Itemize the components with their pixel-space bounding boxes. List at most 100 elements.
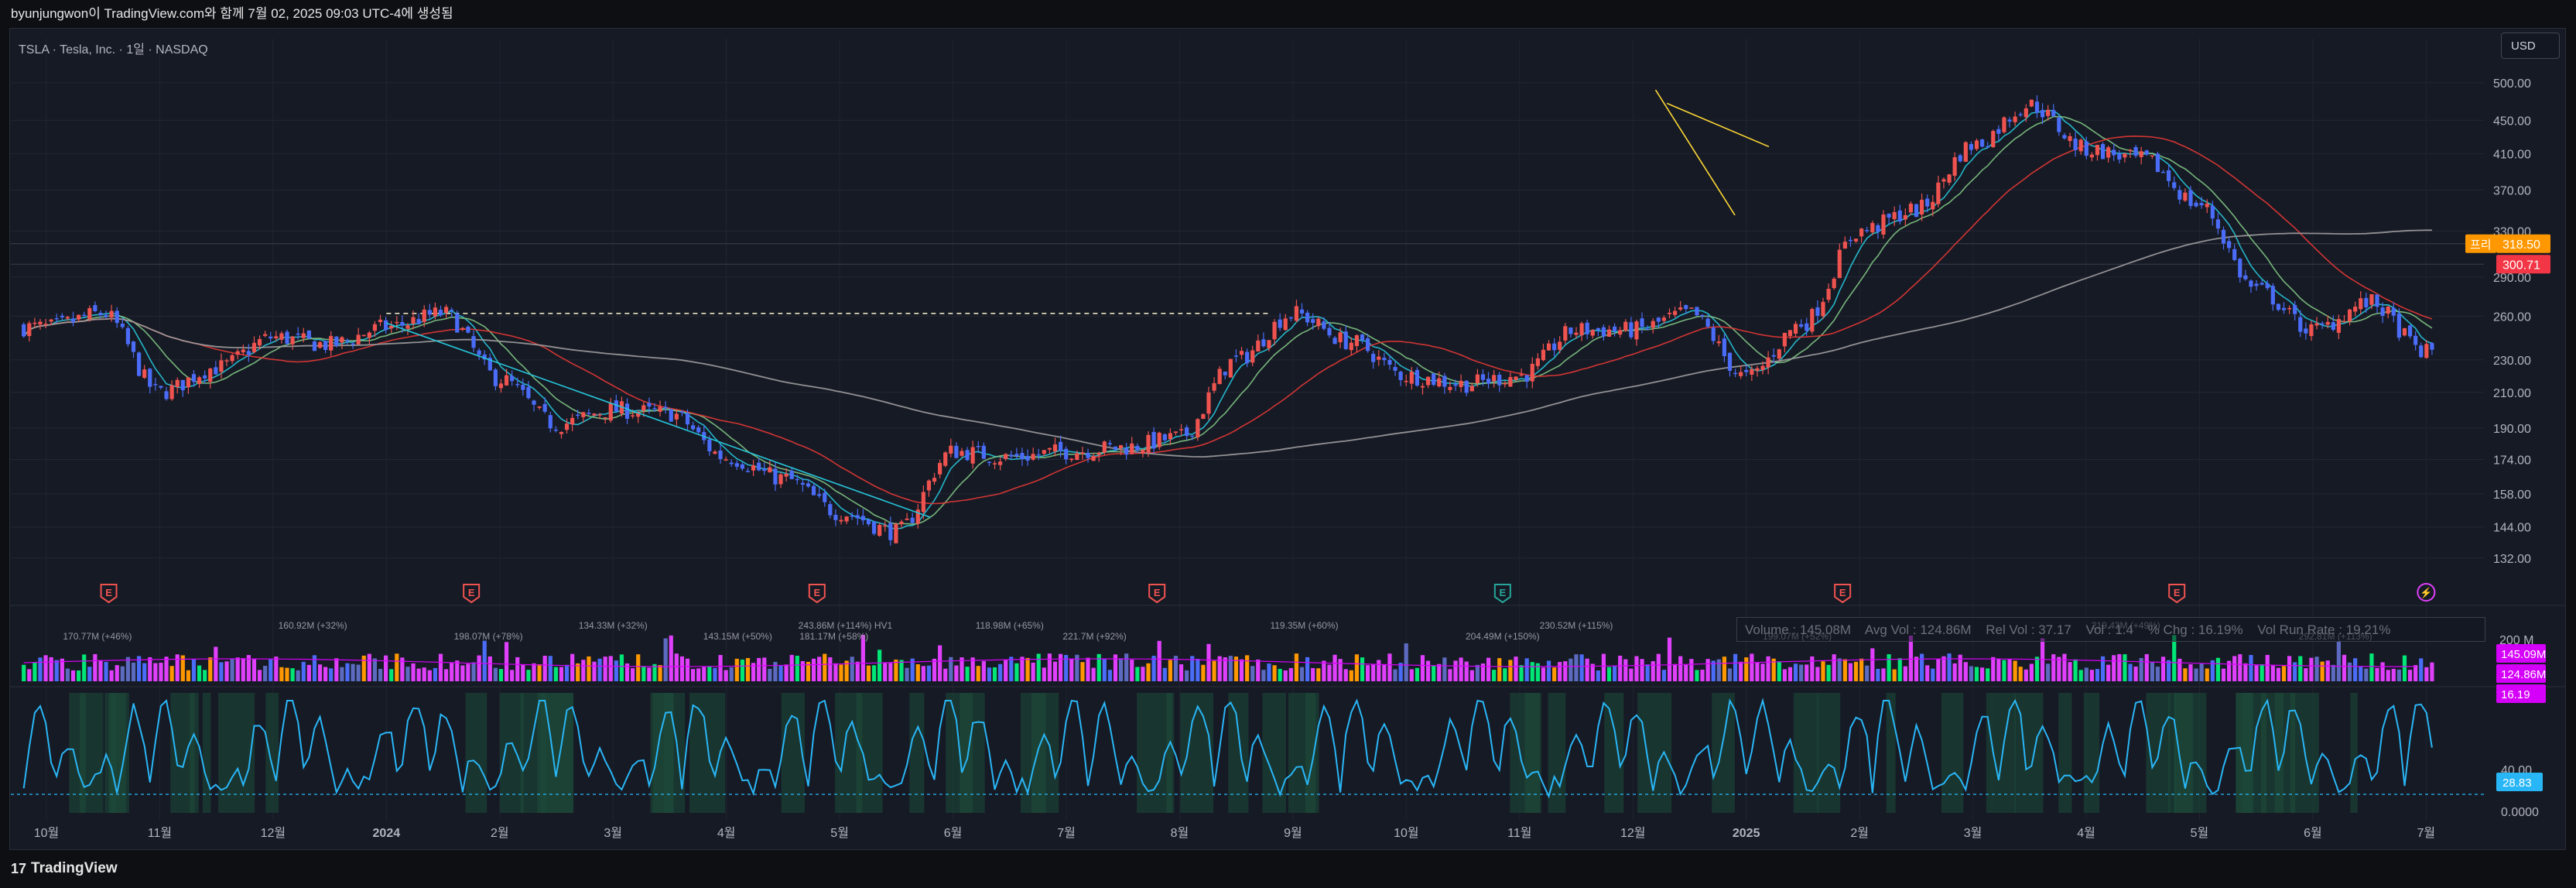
candle-body bbox=[976, 446, 980, 447]
volume-bar bbox=[1004, 660, 1008, 681]
volume-bar bbox=[1876, 668, 1880, 681]
earnings-marker-shape bbox=[2168, 584, 2186, 604]
volume-bar bbox=[1404, 643, 1408, 681]
chart-panel[interactable] bbox=[9, 28, 2566, 850]
osc-zone bbox=[1992, 693, 2016, 813]
volume-bar bbox=[285, 667, 289, 681]
volume-bar bbox=[2304, 668, 2308, 681]
candle-body bbox=[482, 354, 487, 360]
candle-body bbox=[120, 324, 125, 327]
candle-body bbox=[1299, 309, 1305, 314]
candle-body bbox=[1141, 450, 1145, 454]
tradingview-logo[interactable]: 17 TradingView bbox=[11, 860, 118, 877]
volume-bar bbox=[2062, 653, 2067, 681]
earnings-marker-label: E bbox=[1154, 587, 1161, 598]
candle-body bbox=[1025, 455, 1030, 461]
volume-bar bbox=[970, 657, 975, 681]
volume-bar bbox=[1700, 670, 1705, 681]
volume-bar bbox=[498, 669, 504, 681]
volume-bar bbox=[526, 670, 531, 681]
volume-bar bbox=[1420, 655, 1425, 681]
candle-body bbox=[1920, 200, 1924, 215]
volume-bar bbox=[1327, 664, 1332, 681]
candle-body bbox=[888, 523, 893, 540]
volume-annotation: 118.98M (+65%) bbox=[976, 620, 1044, 631]
candle-body bbox=[2062, 135, 2067, 139]
symbol-title[interactable]: TSLA · Tesla, Inc. · 1일 · NASDAQ bbox=[19, 43, 208, 57]
candle-body bbox=[2407, 325, 2413, 337]
candle-body bbox=[65, 317, 70, 319]
osc-zone bbox=[465, 693, 487, 813]
candle-body bbox=[965, 450, 970, 461]
volume-bar bbox=[1755, 662, 1760, 681]
volume-bar bbox=[2298, 656, 2303, 681]
candle-body bbox=[2221, 229, 2226, 244]
candle-body bbox=[367, 332, 371, 338]
volume-bar bbox=[619, 654, 624, 681]
volume-bar bbox=[1777, 661, 1781, 681]
earnings-marker-shape bbox=[1493, 584, 1511, 604]
volume-bar bbox=[1360, 657, 1365, 681]
candle-body bbox=[603, 417, 607, 419]
candle-body bbox=[663, 406, 668, 409]
candle-body bbox=[1387, 360, 1392, 365]
volume-bar bbox=[203, 670, 207, 681]
candle-body bbox=[2270, 286, 2275, 305]
volume-bar bbox=[1196, 658, 1200, 681]
candle-body bbox=[2046, 109, 2051, 116]
candle-body bbox=[1963, 142, 1968, 162]
volume-bar bbox=[22, 664, 26, 681]
candle-body bbox=[981, 445, 986, 459]
volume-bar bbox=[411, 663, 416, 681]
osc-zone bbox=[909, 693, 925, 813]
candle-body bbox=[915, 509, 920, 524]
volume-bar bbox=[2430, 662, 2434, 681]
volume-bar bbox=[1141, 667, 1145, 681]
volume-bar bbox=[1569, 658, 1573, 681]
candle-body bbox=[2331, 322, 2335, 330]
volume-bar bbox=[1278, 668, 1282, 681]
osc-zone bbox=[1604, 693, 1624, 813]
volume-bar bbox=[828, 657, 833, 681]
volume-bar bbox=[395, 653, 399, 681]
candle-body bbox=[164, 391, 169, 399]
candle-body bbox=[1343, 331, 1348, 349]
time-tick-label: 10월 bbox=[34, 826, 60, 840]
volume-bar bbox=[323, 667, 328, 681]
candle-body bbox=[833, 514, 838, 520]
candle-body bbox=[669, 410, 673, 422]
candle-body bbox=[361, 334, 366, 337]
candle-body bbox=[1349, 342, 1353, 351]
volume-bar bbox=[548, 656, 552, 681]
volume-bar bbox=[658, 665, 662, 681]
candle-body bbox=[2155, 153, 2160, 173]
time-tick-label: 3월 bbox=[604, 826, 622, 840]
candle-body bbox=[1360, 334, 1365, 341]
candle-body bbox=[1750, 369, 1754, 375]
volume-bar bbox=[317, 664, 323, 681]
candle-body bbox=[1437, 378, 1442, 387]
volume-bar bbox=[1217, 656, 1222, 681]
volume-bar bbox=[795, 656, 799, 681]
volume-bar bbox=[433, 667, 438, 681]
currency-button[interactable]: USD bbox=[2501, 33, 2560, 59]
volume-bar bbox=[576, 663, 580, 681]
candle-body bbox=[43, 324, 48, 325]
volume-bar bbox=[1464, 661, 1469, 681]
volume-bar bbox=[2342, 654, 2347, 681]
time-tick-label: 5월 bbox=[2191, 826, 2209, 840]
volume-bar bbox=[2112, 655, 2116, 681]
volume-annotation: 181.17M (+58%) bbox=[799, 631, 868, 642]
candle-body bbox=[1069, 458, 1074, 461]
candle-body bbox=[1986, 146, 1990, 148]
candle-body bbox=[1914, 204, 1919, 218]
volume-bar bbox=[263, 666, 268, 681]
candle-body bbox=[175, 379, 180, 387]
candle-body bbox=[1805, 323, 1809, 331]
volume-bar bbox=[877, 650, 882, 681]
candle-body bbox=[98, 312, 103, 316]
volume-bar bbox=[1042, 667, 1046, 681]
osc-zone bbox=[689, 693, 726, 813]
volume-bar bbox=[186, 670, 190, 681]
